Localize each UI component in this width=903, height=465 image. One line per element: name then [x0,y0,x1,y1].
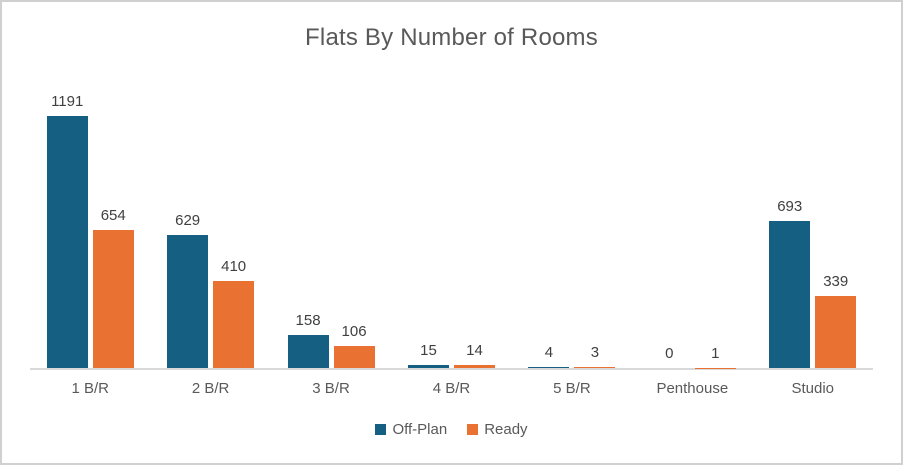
bar-value-label: 654 [100,206,126,224]
legend-label: Off-Plan [392,421,448,438]
bar-off-plan: 693 [769,198,811,368]
bar-off-plan: 158 [287,312,329,368]
legend-item-ready: Ready [467,421,528,438]
x-axis-label: 3 B/R [312,380,350,397]
bar-ready: 3 [574,344,616,368]
bar-ready: 14 [453,342,495,368]
bar-value-label: 0 [665,345,674,362]
legend-swatch [467,424,479,435]
bar-value-label: 106 [341,322,367,340]
x-axis-label: Penthouse [656,380,729,397]
bar-off-plan: 15 [407,342,449,368]
x-axis-label: 2 B/R [191,380,230,397]
bar-group: 15 14 [391,116,511,368]
bar-off-plan: 1191 [46,93,88,368]
bar-value-label: 14 [466,342,483,360]
bar-ready: 410 [213,258,255,368]
bar-ready: 654 [92,207,134,368]
bar-value-label: 3 [590,344,600,362]
bar-value-label: 1191 [51,92,84,110]
bar-group: 693 339 [753,116,873,368]
bar-value-label: 629 [175,211,201,229]
legend: Off-Plan Ready [2,421,901,438]
bar-off-plan: 629 [167,212,209,368]
x-axis: 1 B/R 2 B/R 3 B/R 4 B/R 5 B/R Penthouse Studio [30,380,873,397]
bar-value-label: 410 [221,258,247,276]
legend-item-off-plan: Off-Plan [375,421,447,438]
legend-swatch [375,424,387,435]
bar-value-label: 158 [295,311,321,329]
bar-value-label: 4 [544,344,554,362]
bar-value-label: 1 [711,344,720,362]
bar-ready: 339 [815,273,857,368]
bar-ready: 106 [333,323,375,368]
x-axis-label: 5 B/R [553,380,591,397]
x-axis-label: 4 B/R [432,380,471,397]
bar-off-plan: 4 [528,344,570,368]
bar-value-label: 15 [420,341,437,359]
x-axis-label: 1 B/R [71,380,109,397]
bar-group: 629 410 [150,116,270,368]
bar-value-label: 339 [823,273,849,291]
legend-label: Ready [484,421,528,438]
bar-group: 1191 654 [30,93,150,368]
plot-area: 1191 654 629 410 158 106 15 14 4 3 0 1 693 339 [30,93,873,370]
chart-title: Flats By Number of Rooms [305,24,598,51]
x-axis-label: Studio [791,380,835,397]
bar-value-label: 693 [777,198,803,216]
bar-group: 158 106 [271,116,391,368]
